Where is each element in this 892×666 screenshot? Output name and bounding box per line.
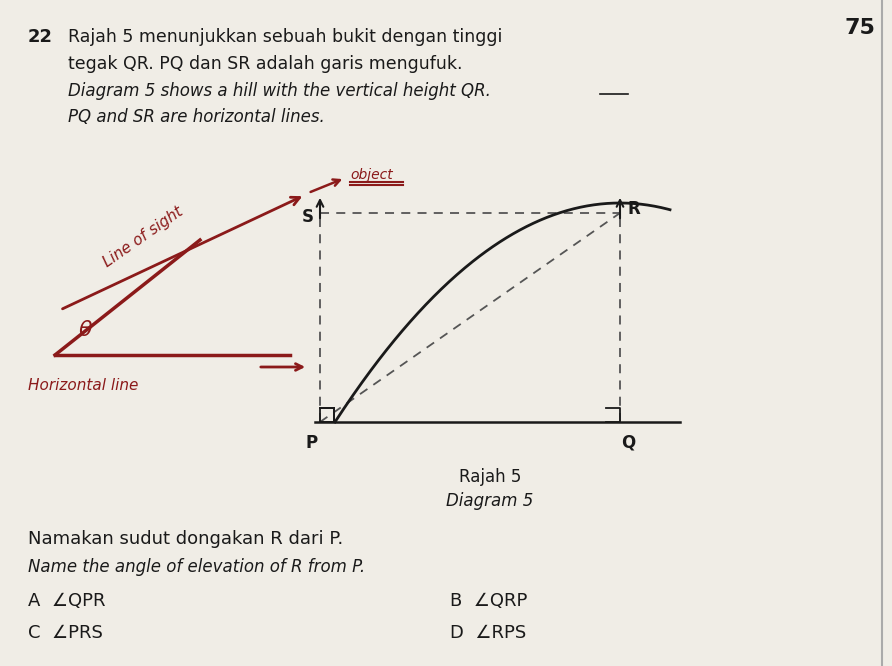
Text: $\theta$: $\theta$ [78,320,93,340]
Text: B  ∠QRP: B ∠QRP [450,592,527,610]
Text: P: P [306,434,318,452]
Text: object: object [350,168,392,182]
Text: 22: 22 [28,28,53,46]
Text: A  ∠QPR: A ∠QPR [28,592,105,610]
Text: tegak QR. PQ dan SR adalah garis mengufuk.: tegak QR. PQ dan SR adalah garis mengufu… [68,55,462,73]
Text: Rajah 5 menunjukkan sebuah bukit dengan tinggi: Rajah 5 menunjukkan sebuah bukit dengan … [68,28,502,46]
Text: Diagram 5: Diagram 5 [446,492,533,510]
Text: S: S [302,208,314,226]
Text: Q: Q [621,434,635,452]
Text: Horizontal line: Horizontal line [28,378,138,393]
Text: Line of sight: Line of sight [100,204,186,270]
Text: PQ and SR are horizontal lines.: PQ and SR are horizontal lines. [68,108,325,126]
Text: Namakan sudut dongakan R dari P.: Namakan sudut dongakan R dari P. [28,530,343,548]
Text: Rajah 5: Rajah 5 [458,468,521,486]
Text: C  ∠PRS: C ∠PRS [28,624,103,642]
Text: D  ∠RPS: D ∠RPS [450,624,526,642]
Text: 75: 75 [844,18,875,38]
Text: Diagram 5 shows a hill with the vertical height QR.: Diagram 5 shows a hill with the vertical… [68,82,491,100]
Text: R: R [628,200,640,218]
Text: Name the angle of elevation of R from P.: Name the angle of elevation of R from P. [28,558,365,576]
